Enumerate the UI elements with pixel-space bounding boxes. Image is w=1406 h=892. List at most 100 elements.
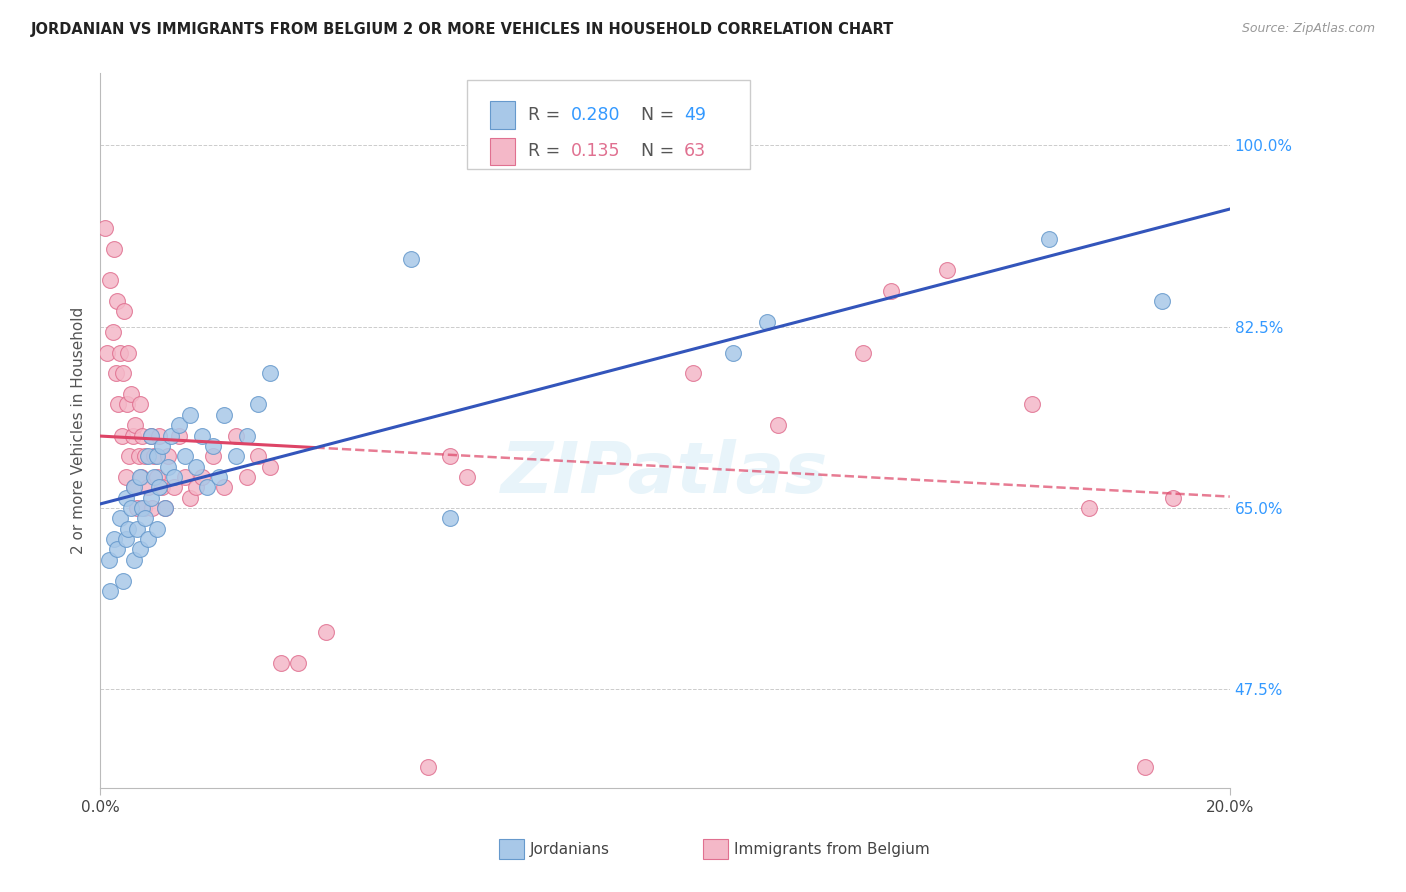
- Text: Immigrants from Belgium: Immigrants from Belgium: [734, 842, 929, 856]
- Point: [173, 450, 195, 464]
- Text: R =: R =: [529, 142, 571, 160]
- Point: [270, 657, 292, 671]
- Point: [439, 511, 461, 525]
- Point: [128, 470, 150, 484]
- Point: [202, 439, 225, 453]
- Point: [186, 459, 208, 474]
- Text: R =: R =: [529, 106, 567, 124]
- Point: [721, 345, 744, 359]
- Point: [112, 304, 135, 318]
- Point: [139, 428, 162, 442]
- Point: [128, 450, 150, 464]
- Point: [225, 450, 247, 464]
- Point: [150, 439, 173, 453]
- Point: [98, 583, 121, 598]
- Text: ZIPatlas: ZIPatlas: [501, 439, 828, 508]
- Point: [98, 273, 121, 287]
- Text: 49: 49: [685, 106, 706, 124]
- FancyBboxPatch shape: [467, 80, 749, 169]
- Point: [145, 450, 167, 464]
- Point: [167, 418, 190, 433]
- Point: [120, 501, 142, 516]
- Point: [852, 345, 875, 359]
- Point: [179, 408, 201, 422]
- Point: [104, 367, 127, 381]
- Point: [439, 450, 461, 464]
- Point: [287, 657, 309, 671]
- Point: [128, 542, 150, 557]
- Point: [134, 501, 156, 516]
- Y-axis label: 2 or more Vehicles in Household: 2 or more Vehicles in Household: [72, 307, 86, 554]
- Point: [125, 501, 148, 516]
- Point: [682, 367, 704, 381]
- Point: [114, 532, 136, 546]
- Point: [247, 450, 270, 464]
- Point: [125, 522, 148, 536]
- Point: [416, 760, 439, 774]
- Point: [97, 553, 120, 567]
- Point: [131, 501, 153, 516]
- Point: [111, 574, 134, 588]
- Point: [236, 428, 259, 442]
- Point: [150, 480, 173, 494]
- Point: [139, 491, 162, 505]
- Point: [1077, 501, 1099, 516]
- Point: [766, 418, 789, 433]
- Text: 63: 63: [685, 142, 706, 160]
- Point: [108, 511, 131, 525]
- Point: [114, 470, 136, 484]
- Point: [214, 480, 236, 494]
- Point: [111, 367, 134, 381]
- Point: [153, 501, 176, 516]
- Text: JORDANIAN VS IMMIGRANTS FROM BELGIUM 2 OR MORE VEHICLES IN HOUSEHOLD CORRELATION: JORDANIAN VS IMMIGRANTS FROM BELGIUM 2 O…: [31, 22, 894, 37]
- Point: [93, 221, 115, 235]
- Point: [399, 252, 422, 267]
- Point: [259, 367, 281, 381]
- Point: [122, 480, 145, 494]
- Point: [173, 470, 195, 484]
- Point: [156, 450, 179, 464]
- Point: [122, 428, 145, 442]
- Point: [208, 470, 231, 484]
- Point: [225, 428, 247, 442]
- Point: [162, 480, 184, 494]
- Point: [105, 542, 128, 557]
- Point: [107, 397, 129, 411]
- Point: [148, 428, 170, 442]
- Point: [128, 397, 150, 411]
- Point: [108, 345, 131, 359]
- Point: [880, 284, 903, 298]
- Point: [191, 428, 214, 442]
- Point: [247, 397, 270, 411]
- Point: [259, 459, 281, 474]
- Text: Source: ZipAtlas.com: Source: ZipAtlas.com: [1241, 22, 1375, 36]
- Point: [101, 325, 124, 339]
- Point: [118, 450, 141, 464]
- Point: [162, 470, 184, 484]
- Point: [191, 470, 214, 484]
- Point: [142, 470, 165, 484]
- Point: [141, 501, 163, 516]
- Point: [456, 470, 478, 484]
- Point: [115, 397, 138, 411]
- Text: N =: N =: [630, 142, 679, 160]
- Point: [114, 491, 136, 505]
- Point: [755, 315, 778, 329]
- Point: [315, 625, 337, 640]
- Point: [1161, 491, 1184, 505]
- Text: 0.135: 0.135: [571, 142, 620, 160]
- Point: [139, 428, 162, 442]
- Point: [156, 459, 179, 474]
- Point: [167, 428, 190, 442]
- Point: [110, 428, 132, 442]
- Point: [117, 522, 139, 536]
- Point: [103, 242, 125, 256]
- Point: [136, 480, 159, 494]
- Point: [129, 470, 152, 484]
- Point: [936, 262, 959, 277]
- Point: [153, 501, 176, 516]
- Point: [120, 387, 142, 401]
- Text: N =: N =: [630, 106, 679, 124]
- Point: [122, 553, 145, 567]
- Point: [134, 511, 156, 525]
